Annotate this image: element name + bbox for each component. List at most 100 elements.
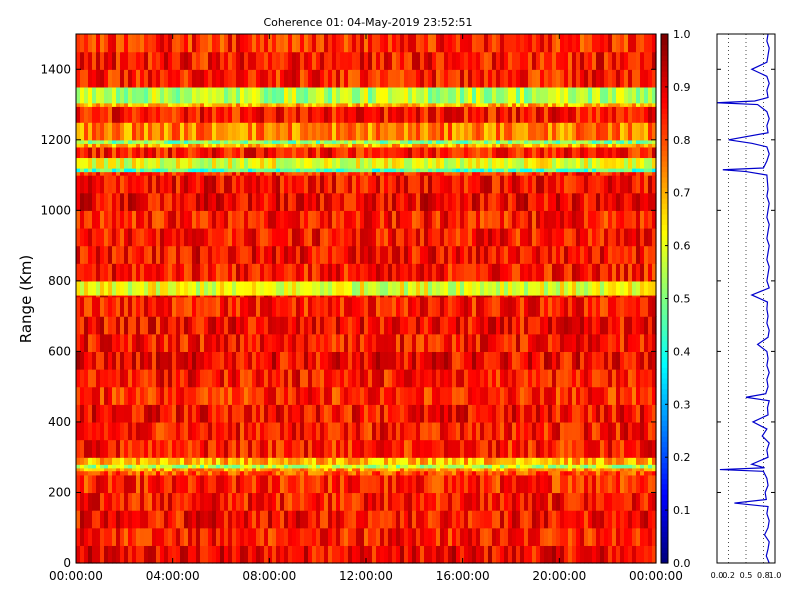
heatmap-cell [616,386,621,405]
heatmap-cell [292,245,297,264]
heatmap-cell [616,227,621,247]
heatmap-cell [556,492,561,511]
heatmap-cell [492,404,497,423]
heatmap-cell [120,316,125,335]
heatmap-cell [400,263,405,282]
heatmap-cell [580,294,585,298]
heatmap-cell [120,545,125,564]
heatmap-cell [580,168,585,173]
heatmap-cell [508,168,513,173]
heatmap-cell [372,294,377,298]
heatmap-cell [644,106,649,123]
heatmap-cell [332,545,337,564]
heatmap-cell [396,316,401,335]
heatmap-cell [356,492,361,511]
heatmap-cell [612,168,617,173]
heatmap-cell [320,168,325,173]
heatmap-cell [172,168,177,173]
heatmap-cell [632,421,637,441]
heatmap-cell [304,102,309,107]
heatmap-cell [276,146,281,159]
heatmap-cell [140,351,145,370]
heatmap-cell [556,527,561,546]
heatmap-cell [600,421,605,441]
heatmap-cell [204,527,209,546]
heatmap-cell [392,527,397,546]
heatmap-cell [348,106,353,123]
heatmap-cell [468,464,473,469]
heatmap-cell [252,527,257,546]
heatmap-cell [236,157,241,169]
heatmap-cell [556,351,561,370]
heatmap-cell [484,439,489,458]
heatmap-cell [108,527,113,546]
heatmap-cell [536,192,541,211]
heatmap-cell [420,464,425,469]
heatmap-cell [420,404,425,423]
heatmap-cell [384,545,389,564]
heatmap-cell [352,470,357,476]
heatmap-cell [600,457,605,465]
heatmap-cell [448,122,453,141]
heatmap-cell [424,467,429,472]
heatmap-cell [276,192,281,211]
heatmap-cell [432,470,437,476]
heatmap-cell [628,294,633,298]
heatmap-cell [636,210,641,229]
heatmap-cell [124,464,129,469]
heatmap-cell [216,245,221,264]
heatmap-cell [204,470,209,476]
heatmap-cell [296,457,301,465]
heatmap-cell [624,143,629,148]
heatmap-cell [496,146,501,159]
heatmap-cell [564,106,569,123]
heatmap-cell [572,296,577,317]
heatmap-cell [224,168,229,173]
heatmap-cell [640,351,645,370]
heatmap-cell [428,316,433,335]
heatmap-cell [232,227,237,247]
heatmap-cell [248,464,253,469]
heatmap-cell [80,227,85,247]
heatmap-cell [196,527,201,546]
heatmap-cell [532,122,537,141]
heatmap-cell [208,122,213,141]
heatmap-cell [144,245,149,264]
heatmap-cell [408,470,413,476]
heatmap-cell [260,192,265,211]
heatmap-cell [644,510,649,529]
heatmap-cell [564,280,569,296]
heatmap-cell [264,316,269,335]
heatmap-cell [264,157,269,169]
heatmap-cell [208,296,213,317]
heatmap-cell [104,227,109,247]
heatmap-cell [336,351,341,370]
heatmap-cell [556,404,561,423]
heatmap-cell [352,386,357,405]
heatmap-cell [288,210,293,229]
heatmap-cell [508,470,513,476]
heatmap-cell [196,467,201,472]
heatmap-cell [400,210,405,229]
heatmap-cell [204,171,209,176]
heatmap-cell [264,192,269,211]
heatmap-cell [424,545,429,564]
heatmap-cell [200,527,205,546]
heatmap-cell [140,106,145,123]
heatmap-cell [312,175,317,194]
heatmap-cell [196,175,201,194]
heatmap-cell [92,168,97,173]
heatmap-cell [544,474,549,494]
heatmap-cell [448,351,453,370]
heatmap-cell [252,474,257,494]
heatmap-cell [128,192,133,211]
heatmap-cell [140,146,145,159]
heatmap-cell [628,404,633,423]
heatmap-cell [568,404,573,423]
heatmap-cell [352,106,357,123]
heatmap-cell [212,439,217,458]
heatmap-cell [204,545,209,564]
heatmap-cell [652,467,657,472]
heatmap-cell [92,470,97,476]
heatmap-cell [304,143,309,148]
